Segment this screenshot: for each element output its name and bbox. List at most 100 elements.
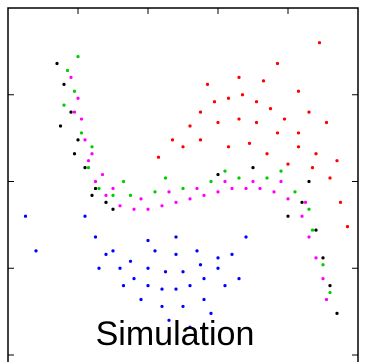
scatter-point — [90, 193, 94, 197]
scatter-point — [181, 270, 185, 274]
scatter-point — [104, 252, 108, 256]
scatter-point — [188, 284, 192, 288]
scatter-point — [72, 89, 77, 93]
scatter-point — [286, 162, 290, 166]
scatter-point — [188, 197, 192, 201]
scatter-point — [216, 266, 220, 270]
scatter-point — [230, 252, 234, 256]
scatter-point — [65, 68, 70, 73]
scatter-point — [111, 193, 115, 197]
scatter-point — [97, 266, 101, 270]
scatter-point — [174, 252, 178, 256]
scatter-point — [307, 179, 311, 184]
scatter-point — [282, 117, 287, 121]
scatter-point — [121, 284, 126, 288]
scatter-point — [104, 200, 108, 204]
scatter-point — [62, 82, 66, 86]
scatter-point — [328, 290, 332, 295]
scatter-point — [216, 120, 220, 125]
scatter-point — [198, 138, 203, 142]
scatter-point — [100, 172, 105, 177]
scatter-point — [328, 284, 332, 288]
scatter-point — [268, 107, 273, 111]
scatter-point — [254, 120, 259, 125]
scatter-point — [237, 75, 241, 79]
scatter-point — [83, 214, 87, 218]
scatter-point — [317, 41, 322, 45]
scatter-point — [86, 166, 91, 170]
scatter-point — [198, 110, 203, 114]
scatter-point — [275, 131, 280, 135]
scatter-point — [237, 117, 241, 121]
scatter-point — [76, 138, 80, 142]
scatter-point — [307, 235, 311, 239]
scatter-point — [79, 117, 84, 121]
scatter-point — [188, 325, 192, 329]
scatter-point — [93, 179, 98, 184]
scatter-point — [223, 169, 227, 173]
scatter-point — [146, 284, 150, 288]
scatter-point — [93, 235, 98, 239]
scatter-point — [83, 138, 87, 142]
scatter-point — [139, 297, 143, 302]
scatter-point — [247, 141, 252, 145]
scatter-point — [118, 266, 122, 270]
scatter-point — [275, 61, 280, 66]
scatter-point — [216, 190, 220, 194]
scatter-point — [314, 228, 318, 232]
scatter-point — [279, 179, 283, 184]
scatter-point — [118, 204, 122, 208]
scatter-point — [296, 131, 301, 135]
scatter-point — [97, 186, 101, 191]
scatter-point — [111, 186, 115, 191]
scatter-point — [181, 186, 185, 191]
scatter-point — [128, 193, 133, 197]
scatter-point — [254, 100, 259, 104]
scatter-point — [310, 228, 315, 232]
scatter-point — [83, 166, 87, 170]
scatter-point — [310, 166, 315, 170]
scatter-point — [237, 176, 241, 180]
scatter-point — [198, 263, 203, 267]
scatter-point — [79, 131, 84, 135]
scatter-point — [296, 89, 301, 93]
scatter-point — [111, 207, 115, 211]
scatter-point — [240, 93, 245, 97]
scatter-point — [181, 145, 185, 149]
scatter-point — [139, 197, 143, 201]
scatter-point — [230, 186, 234, 191]
scatter-point — [345, 225, 350, 229]
scatter-point — [216, 172, 220, 177]
scatter-point — [72, 152, 77, 156]
scatter-point — [244, 235, 248, 239]
scatter-point — [174, 287, 178, 291]
scatter-point — [300, 200, 304, 204]
scatter-point — [300, 214, 304, 218]
scatter-point — [153, 190, 157, 194]
scatter-point — [146, 207, 150, 211]
scatter-point — [321, 256, 325, 260]
scatter-point — [324, 297, 329, 302]
scatter-point — [303, 200, 308, 204]
scatter-point — [293, 190, 297, 194]
points — [23, 41, 350, 329]
scatter-point — [216, 256, 220, 260]
scatter-point — [160, 204, 164, 208]
scatter-point — [314, 152, 318, 156]
scatter-point — [258, 186, 262, 191]
scatter-point — [111, 249, 115, 253]
scatter-point — [132, 277, 136, 281]
scatter-point — [209, 311, 213, 315]
scatter-point — [55, 61, 59, 66]
plot-frame — [7, 7, 359, 362]
scatter-point — [160, 304, 164, 309]
scatter-point — [212, 100, 217, 104]
scatter-point — [286, 214, 290, 218]
scatter-point — [121, 179, 126, 184]
scatter-point — [62, 103, 66, 107]
scatter-point — [209, 179, 213, 184]
scatter-point — [335, 159, 339, 163]
scatter-point — [202, 297, 206, 302]
scatter-point — [160, 287, 164, 291]
